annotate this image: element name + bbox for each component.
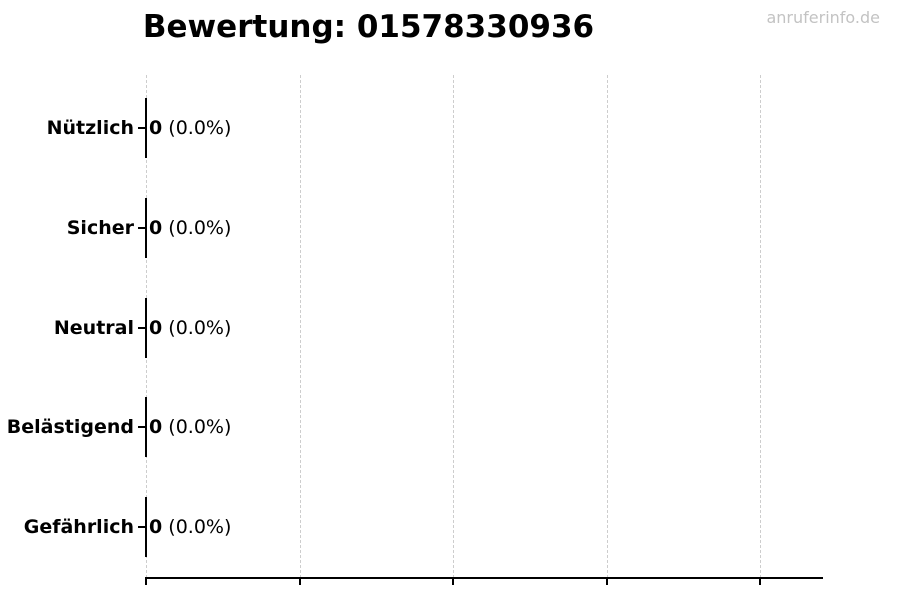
chart-title: Bewertung: 01578330936	[142, 9, 595, 45]
y-axis-tick	[138, 326, 146, 329]
value-label: 0 (0.0%)	[149, 514, 231, 540]
zero-width-bar	[145, 297, 147, 358]
gridline	[606, 75, 608, 578]
y-axis-tick	[138, 226, 146, 229]
category-label: Nützlich	[46, 117, 134, 139]
value-count: 0	[149, 416, 163, 439]
gridline	[453, 75, 455, 578]
zero-width-bar	[145, 397, 147, 458]
value-label: 0 (0.0%)	[149, 115, 231, 141]
value-label: 0 (0.0%)	[149, 315, 231, 341]
x-axis-tick	[452, 579, 455, 585]
gridline	[760, 75, 762, 578]
value-count: 0	[149, 516, 163, 538]
value-count: 0	[149, 117, 163, 139]
value-percent: (0.0%)	[168, 216, 232, 239]
watermark: anruferinfo.de	[766, 8, 880, 27]
zero-width-bar	[145, 497, 147, 557]
x-axis-tick	[605, 579, 608, 585]
gridline	[299, 75, 301, 578]
x-axis-tick	[298, 579, 301, 585]
value-percent: (0.0%)	[168, 516, 232, 538]
category-label: Gefährlich	[23, 516, 134, 538]
x-axis-tick	[759, 579, 762, 585]
zero-width-bar	[145, 98, 147, 158]
value-percent: (0.0%)	[168, 316, 232, 339]
x-axis-line	[145, 577, 823, 579]
value-label: 0 (0.0%)	[149, 414, 231, 440]
value-label: 0 (0.0%)	[149, 215, 231, 241]
value-percent: (0.0%)	[168, 416, 232, 439]
y-axis-tick	[138, 426, 146, 429]
value-count: 0	[149, 316, 163, 339]
y-axis-tick	[138, 526, 146, 528]
zero-width-bar	[145, 197, 147, 258]
category-label: Sicher	[66, 216, 134, 239]
value-count: 0	[149, 216, 163, 239]
category-label: Neutral	[53, 316, 134, 339]
value-percent: (0.0%)	[168, 117, 232, 139]
x-axis-tick	[145, 579, 147, 585]
y-axis-tick	[138, 127, 146, 129]
category-label: Belästigend	[6, 416, 134, 439]
